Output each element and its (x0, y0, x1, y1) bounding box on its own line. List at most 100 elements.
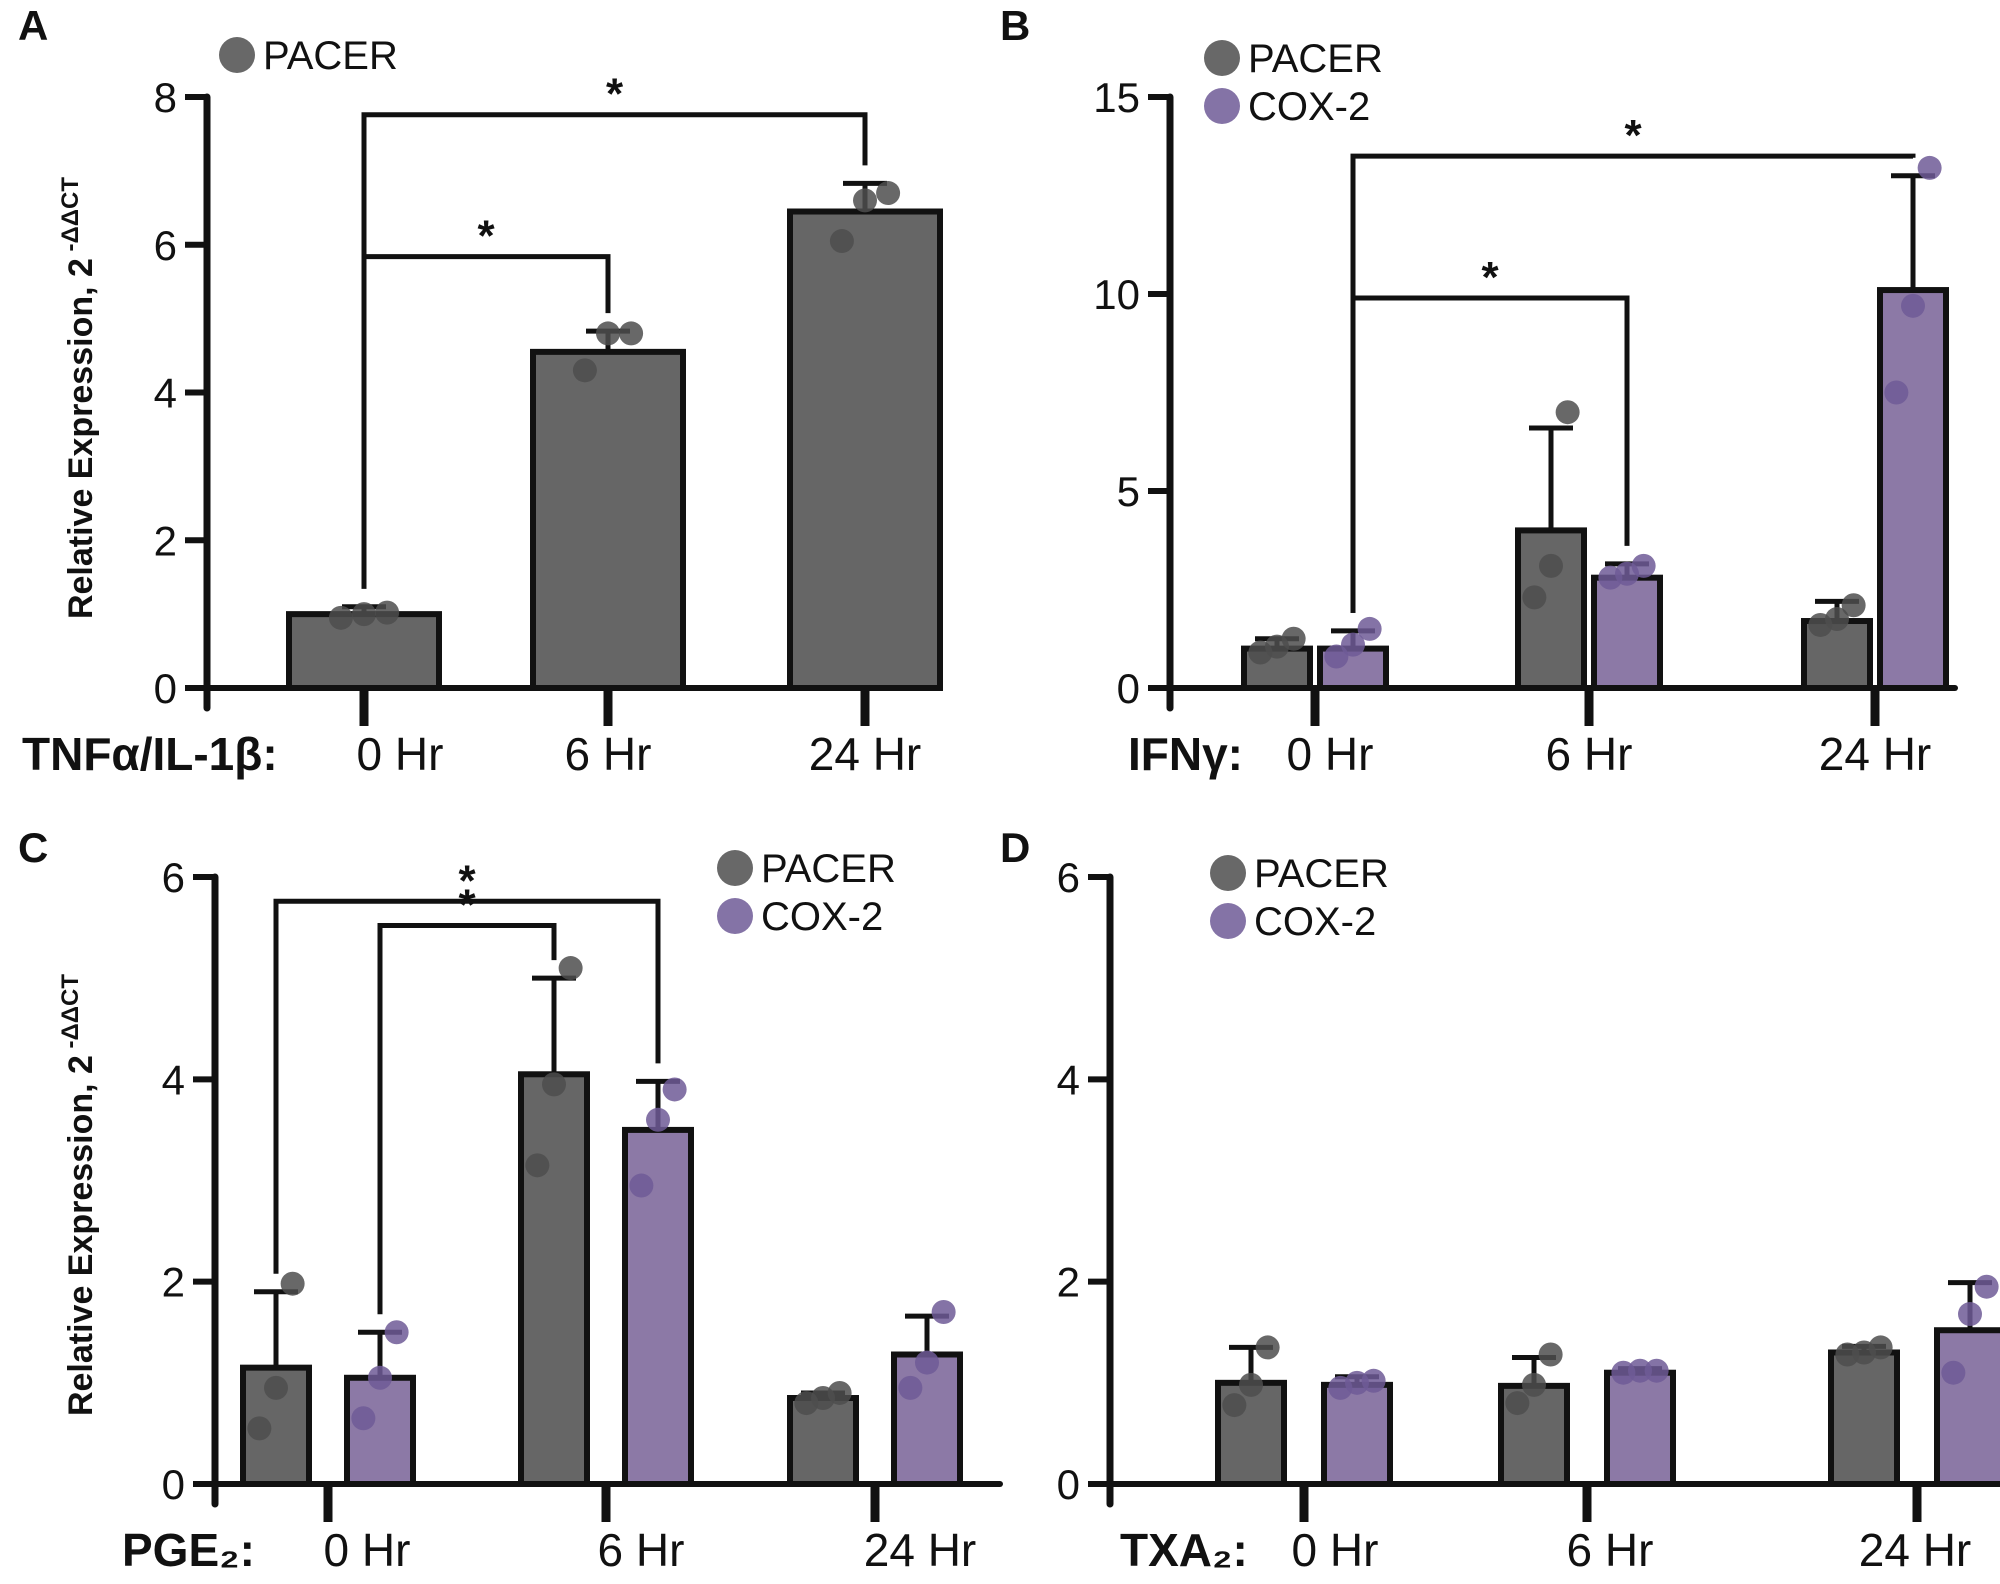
x-tick-label: 0 Hr (324, 1524, 411, 1576)
data-point-pacer (1255, 1335, 1280, 1360)
data-point-cox-2 (1644, 1358, 1669, 1383)
data-point-pacer (1868, 1335, 1893, 1360)
data-point-pacer (264, 1375, 288, 1400)
data-point-pacer (1522, 585, 1547, 610)
treatment-label: PGE₂: (122, 1524, 255, 1576)
y-tick-label: 5 (1117, 468, 1140, 515)
significance-bracket (1350, 153, 1916, 613)
data-point-pacer (1505, 1391, 1530, 1416)
data-point-pacer (247, 1416, 272, 1441)
x-tick-label: 6 Hr (598, 1524, 685, 1576)
legend-label-cox-2: COX-2 (761, 895, 883, 939)
data-point-pacer (827, 1380, 852, 1405)
bar-pacer (530, 348, 686, 691)
treatment-label: TXA₂: (1120, 1524, 1248, 1576)
data-point-pacer (280, 1271, 305, 1296)
data-point-cox-2 (931, 1300, 956, 1325)
x-tick-label: 24 Hr (1859, 1524, 1971, 1576)
y-tick-label: 6 (1057, 854, 1080, 901)
data-point-cox-2 (1901, 293, 1925, 318)
data-point-pacer (542, 1072, 566, 1097)
data-point-cox-2 (1341, 632, 1365, 657)
legend-label-pacer: PACER (761, 847, 896, 891)
x-tick-label: 0 Hr (1287, 728, 1374, 780)
y-tick-label: 8 (154, 74, 177, 121)
data-point-pacer (1222, 1393, 1247, 1418)
y-tick-label: 15 (1093, 74, 1140, 121)
data-point-pacer (1239, 1372, 1263, 1397)
data-point-cox-2 (629, 1173, 654, 1198)
data-point-pacer (328, 605, 353, 630)
legend-marker-cox-2 (1210, 903, 1246, 939)
data-point-cox-2 (898, 1375, 923, 1400)
panel-letter: D (1000, 824, 1030, 871)
y-tick-label: 0 (162, 1461, 185, 1508)
data-point-pacer (853, 188, 877, 213)
y-tick-label: 6 (162, 854, 185, 901)
data-point-pacer (572, 358, 597, 383)
treatment-label: TNFα/IL-1β: (22, 728, 278, 780)
data-point-pacer (1539, 553, 1563, 578)
panel-a: A 0 2 4 6 8 Relative Expression, 2 -ΔΔCT TNFα/I… (18, 2, 943, 780)
significance-star: * (1624, 111, 1642, 160)
data-point-cox-2 (662, 1077, 687, 1102)
data-point-cox-2 (915, 1350, 939, 1375)
legend-label-pacer: PACER (263, 34, 398, 78)
bar-cox-2 (1934, 1327, 2000, 1488)
data-point-pacer (1281, 626, 1306, 651)
y-tick-label: 0 (1117, 665, 1140, 712)
significance-star: * (458, 881, 476, 930)
data-point-pacer (596, 321, 620, 346)
data-point-cox-2 (1628, 1358, 1652, 1383)
legend-marker-pacer (1204, 40, 1240, 76)
data-point-cox-2 (1941, 1360, 1966, 1385)
y-tick-label: 2 (154, 517, 177, 564)
data-point-pacer (558, 956, 583, 981)
data-point-cox-2 (1357, 616, 1382, 641)
x-tick-label: 24 Hr (864, 1524, 976, 1576)
y-axis-label: Relative Expression, 2 -ΔΔCT (57, 974, 100, 1416)
data-point-cox-2 (1884, 380, 1909, 405)
legend-marker-pacer (219, 37, 255, 73)
legend-marker-pacer (1210, 855, 1246, 891)
data-point-cox-2 (351, 1406, 376, 1431)
panel-letter: C (18, 824, 48, 871)
bar-cox-2 (1877, 287, 1949, 691)
bar-cox-2 (891, 1351, 963, 1488)
y-tick-label: 10 (1093, 271, 1140, 318)
data-point-pacer (375, 600, 400, 625)
x-tick-label: 0 Hr (357, 728, 444, 780)
data-point-cox-2 (1958, 1302, 1982, 1327)
bar-pacer (1828, 1349, 1900, 1487)
x-tick-label: 6 Hr (1567, 1524, 1654, 1576)
y-tick-label: 2 (1057, 1259, 1080, 1306)
panel-letter: A (18, 2, 48, 49)
x-tick-label: 6 Hr (1546, 728, 1633, 780)
data-point-cox-2 (1974, 1274, 1999, 1299)
x-tick-label: 6 Hr (565, 728, 652, 780)
y-tick-label: 4 (1057, 1056, 1080, 1103)
bar-cox-2 (1321, 1381, 1393, 1488)
data-point-cox-2 (384, 1320, 409, 1345)
y-tick-label: 4 (154, 370, 177, 417)
data-point-cox-2 (1324, 644, 1349, 669)
significance-bracket (361, 112, 868, 589)
legend-marker-cox-2 (1204, 88, 1240, 124)
data-point-cox-2 (1917, 155, 1942, 180)
bar-pacer (518, 1071, 590, 1488)
significance-star: * (1481, 253, 1499, 302)
legend-label-cox-2: COX-2 (1254, 900, 1376, 944)
significance-star: * (606, 70, 624, 119)
data-point-cox-2 (1631, 553, 1656, 578)
data-point-pacer (1825, 607, 1849, 632)
data-point-pacer (876, 181, 901, 206)
bar-cox-2 (1604, 1369, 1676, 1488)
legend-label-cox-2: COX-2 (1248, 85, 1370, 129)
legend-marker-pacer (717, 850, 753, 886)
data-point-cox-2 (368, 1365, 392, 1390)
y-tick-label: 6 (154, 222, 177, 269)
bar-cox-2 (1591, 574, 1663, 691)
y-tick-label: 0 (1057, 1461, 1080, 1508)
